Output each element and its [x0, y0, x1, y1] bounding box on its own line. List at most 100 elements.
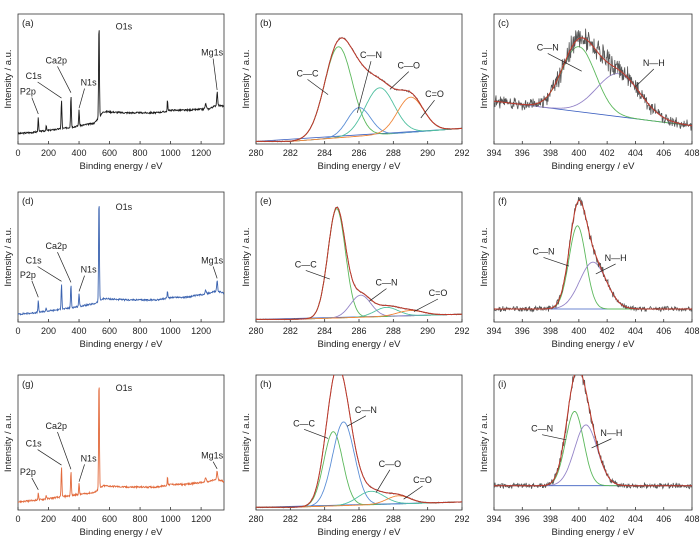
x-axis-label: Binding energy / eV: [318, 161, 402, 172]
x-axis-label: Binding energy / eV: [80, 527, 164, 538]
plot-frame: [255, 13, 463, 145]
panel-h: 280 282 284 286 288 290 292 Binding energy / eV…: [241, 374, 470, 538]
panel-c: 394 396 398 400 402 404 406 408 Binding energy /…: [479, 13, 700, 172]
x-tick-label: 1200: [191, 326, 211, 336]
peak-label: P2p: [20, 467, 36, 477]
x-tick-label: 0: [15, 514, 20, 524]
component-label: C—N: [355, 405, 377, 415]
component-arrow: [389, 71, 410, 90]
peak-arrow: [37, 81, 62, 99]
x-tick-label: 1000: [161, 148, 181, 158]
x-tick-label: 394: [486, 326, 501, 336]
x-tick-label: 800: [133, 148, 148, 158]
x-tick-label: 600: [102, 514, 117, 524]
x-tick-label: 400: [571, 514, 586, 524]
raw-data-line: [494, 28, 692, 131]
component-arrow: [346, 415, 367, 427]
x-tick-label: 0: [15, 326, 20, 336]
x-tick-label: 1200: [191, 148, 211, 158]
plot-area: [18, 30, 224, 136]
x-tick-label: 200: [41, 514, 56, 524]
component-arrow: [356, 61, 372, 113]
x-tick-label: 280: [248, 326, 263, 336]
component-arrow: [305, 270, 330, 280]
peak-arrow: [78, 275, 85, 292]
x-tick-label: 800: [133, 326, 148, 336]
y-axis-label: Intensity / a.u.: [3, 413, 14, 472]
x-tick-label: 398: [543, 326, 558, 336]
fit-envelope-line: [256, 37, 462, 142]
x-tick-label: 404: [628, 148, 643, 158]
x-axis-label: Binding energy / eV: [552, 527, 636, 538]
x-tick-label: 290: [420, 514, 435, 524]
panel-label: (b): [260, 18, 272, 29]
component-label: C—C: [295, 259, 317, 269]
x-tick-label: 292: [454, 326, 469, 336]
peak-arrow: [212, 461, 218, 470]
x-tick-label: 286: [351, 148, 366, 158]
x-tick-label: 400: [72, 148, 87, 158]
component-arrow: [369, 288, 387, 302]
component-label: C—O: [398, 61, 421, 71]
plot-area: [494, 375, 692, 490]
peak-label: N1s: [81, 265, 98, 275]
y-axis-label: Intensity / a.u.: [479, 227, 490, 286]
component-label: C—N: [533, 246, 555, 256]
x-tick-label: 404: [628, 326, 643, 336]
component-arrow: [403, 485, 423, 500]
x-tick-label: 406: [656, 326, 671, 336]
x-tick-label: 400: [72, 326, 87, 336]
x-tick-label: 0: [15, 148, 20, 158]
peak-label: Ca2p: [45, 241, 67, 251]
x-tick-label: 292: [454, 514, 469, 524]
x-tick-label: 400: [571, 326, 586, 336]
x-tick-label: 200: [41, 326, 56, 336]
peak-arrow: [31, 280, 39, 298]
peak-label: P2p: [20, 87, 36, 97]
x-tick-label: 280: [248, 148, 263, 158]
x-tick-label: 408: [684, 148, 699, 158]
peak-arrow: [78, 464, 85, 482]
component-peak: [256, 294, 462, 320]
x-tick-label: 200: [41, 148, 56, 158]
component-arrow: [420, 99, 435, 119]
x-tick-label: 290: [420, 326, 435, 336]
x-tick-label: 286: [351, 514, 366, 524]
fit-envelope-line: [494, 375, 692, 487]
panel-a: 0 200 400 600 800 1000 1200 Binding energy / eV…: [3, 13, 225, 172]
peak-label: O1s: [116, 383, 133, 393]
component-arrow: [542, 434, 567, 441]
y-axis-label: Intensity / a.u.: [3, 49, 14, 108]
x-tick-label: 284: [317, 326, 332, 336]
peak-label: C1s: [26, 439, 43, 449]
x-tick-label: 1200: [191, 514, 211, 524]
component-label: C—N: [360, 50, 382, 60]
peak-arrow: [57, 252, 72, 283]
y-axis-label: Intensity / a.u.: [3, 227, 14, 286]
plot-frame: [493, 191, 693, 323]
x-tick-label: 400: [72, 514, 87, 524]
component-arrow: [307, 79, 329, 95]
panel-label: (e): [260, 196, 272, 207]
fit-envelope-line: [494, 37, 692, 127]
component-peak: [494, 225, 692, 310]
panel-label: (i): [498, 379, 506, 390]
peak-arrow: [37, 449, 62, 466]
x-tick-label: 398: [543, 514, 558, 524]
plot-area: [256, 375, 462, 509]
x-tick-label: 402: [600, 326, 615, 336]
x-tick-label: 290: [420, 148, 435, 158]
x-tick-label: 396: [515, 326, 530, 336]
plot-frame: [493, 13, 693, 145]
panel-label: (a): [22, 18, 34, 29]
x-tick-label: 288: [386, 326, 401, 336]
y-axis-label: Intensity / a.u.: [241, 413, 252, 472]
component-peak: [256, 495, 462, 508]
component-label: C—C: [293, 418, 315, 428]
x-tick-label: 408: [684, 514, 699, 524]
x-axis-label: Binding energy / eV: [552, 339, 636, 350]
x-tick-label: 286: [351, 326, 366, 336]
x-tick-label: 396: [515, 514, 530, 524]
plot-area: [494, 28, 692, 131]
